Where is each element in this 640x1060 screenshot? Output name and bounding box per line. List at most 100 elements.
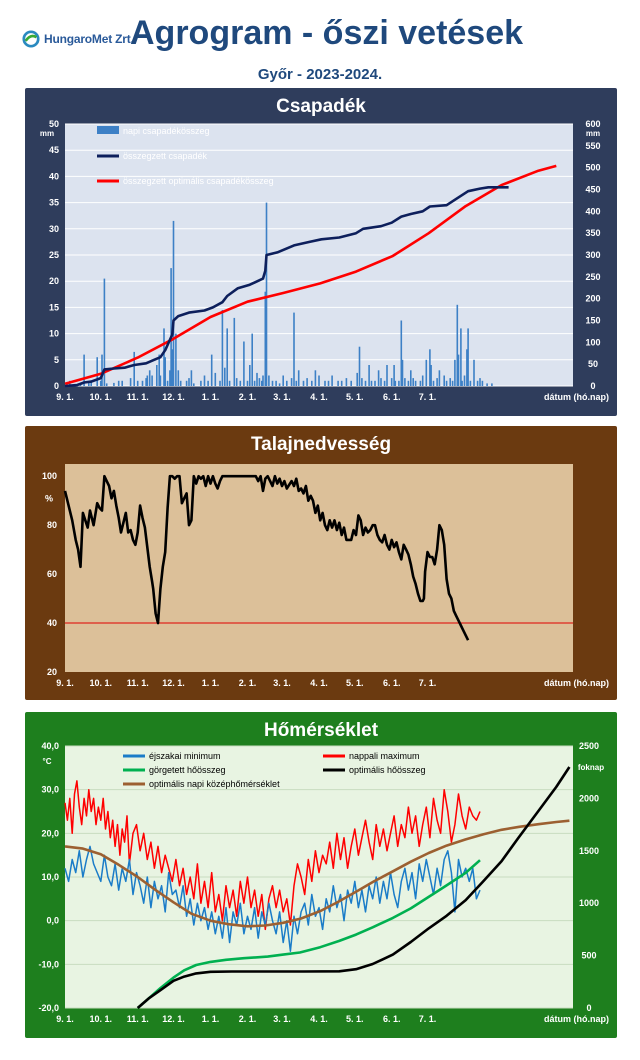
precip-bar xyxy=(457,354,460,386)
precip-bar xyxy=(398,380,400,386)
y-tick-label: 45 xyxy=(49,145,59,155)
x-tick-label: 11. 1. xyxy=(127,1014,149,1024)
precip-bar xyxy=(311,380,313,386)
precip-bar xyxy=(224,367,226,386)
y2-tick-label: 500 xyxy=(585,163,600,173)
y-tick-label: 0,0 xyxy=(46,916,59,926)
precip-bar xyxy=(404,378,406,386)
precip-bar xyxy=(410,370,412,386)
precip-bar xyxy=(445,380,448,386)
precip-bar xyxy=(436,378,438,386)
precip-bar xyxy=(148,370,151,386)
x-tick-label: 11. 1. xyxy=(127,678,149,688)
precip-bar xyxy=(164,357,166,386)
precip-bar xyxy=(121,380,123,386)
x-tick-label: 3. 1. xyxy=(273,1014,291,1024)
precip-bar xyxy=(193,383,195,386)
precip-bar xyxy=(156,365,158,386)
precip-bar xyxy=(228,380,231,386)
x-axis-label: dátum (hó.nap) xyxy=(544,678,609,688)
precip-bar xyxy=(145,378,147,386)
precip-bar xyxy=(203,375,206,386)
y-tick-label: 40 xyxy=(47,618,57,628)
cumulative-precip-line xyxy=(64,186,509,388)
x-tick-label: 5. 1. xyxy=(346,392,364,402)
precip-bar xyxy=(374,380,376,386)
page-subtitle: Győr - 2023-2024. xyxy=(257,66,383,83)
hungaromet-logo: HungaroMet Zrt. xyxy=(22,30,134,48)
precip-bar xyxy=(345,378,348,386)
y2-tick-label: 300 xyxy=(585,250,600,260)
x-tick-label: 11. 1. xyxy=(127,392,149,402)
soil-moisture-line xyxy=(63,474,470,641)
precip-bar xyxy=(200,380,202,386)
y2-tick-label: 250 xyxy=(585,272,600,282)
precip-bar xyxy=(331,375,333,386)
y2-tick-label: 500 xyxy=(581,951,596,961)
y-tick-label: 25 xyxy=(49,250,59,260)
precip-bar xyxy=(158,354,160,386)
precip-bar xyxy=(175,333,177,386)
y-tick-label: 60 xyxy=(47,569,57,579)
y-tick-label: 20 xyxy=(47,667,57,677)
precip-bar xyxy=(306,378,308,386)
precip-bar xyxy=(425,359,428,386)
precip-bar xyxy=(380,378,382,386)
precip-bar xyxy=(419,380,422,386)
precip-bar xyxy=(466,349,468,386)
precip-bar xyxy=(368,365,370,386)
precip-bar xyxy=(278,383,281,386)
precip-bar xyxy=(83,354,85,386)
x-tick-label: 6. 1. xyxy=(383,678,401,688)
legend-label-bars: napi csapadékösszeg xyxy=(123,126,210,136)
y-axis-unit: % xyxy=(45,493,53,503)
precip-bar xyxy=(246,380,249,386)
precipitation-chart: 0510152025303540455005010015020025030035… xyxy=(40,119,609,402)
y-tick-label: 30,0 xyxy=(41,785,59,795)
logo-text: HungaroMet Zrt. xyxy=(44,32,134,46)
precip-bar xyxy=(473,359,475,386)
y-tick-label: -10,0 xyxy=(38,959,59,969)
x-tick-label: 12. 1. xyxy=(162,1014,185,1024)
precip-bar xyxy=(449,378,451,386)
precip-bar xyxy=(297,370,300,386)
precip-bar xyxy=(163,328,165,386)
precip-bar xyxy=(370,380,373,386)
temperature-chart: -20,0 -10,0 0,0 10,0 20,0 30,0 40,0 0 500 1000 150… xyxy=(38,741,609,1024)
precip-bar xyxy=(337,380,339,386)
precip-bar xyxy=(443,375,445,386)
x-tick-label: 3. 1. xyxy=(273,392,291,402)
x-tick-label: 2. 1. xyxy=(239,678,257,688)
x-axis-label: dátum (hó.nap) xyxy=(544,1014,609,1024)
y2-tick-label: 150 xyxy=(585,316,600,326)
precip-bar xyxy=(340,380,343,386)
precip-bar xyxy=(146,375,149,386)
precip-bar xyxy=(430,365,432,386)
precip-bar xyxy=(350,380,352,386)
precip-bar xyxy=(467,328,469,386)
precip-bar xyxy=(290,378,293,386)
soil-moisture-chart: 20 40 60 80 100% 9. 1. 10. 1. 11. 1. 12. 1. 1. 1.… xyxy=(42,464,609,688)
precip-bar xyxy=(100,380,102,386)
x-tick-label: 5. 1. xyxy=(346,1014,364,1024)
precip-bar xyxy=(185,380,188,386)
optimal-gdd-line xyxy=(136,766,571,1009)
precip-bar xyxy=(264,291,267,386)
precip-bar xyxy=(151,375,153,386)
precip-bar xyxy=(463,375,466,386)
precip-bar xyxy=(486,383,488,386)
precip-bar xyxy=(243,341,245,386)
precip-bar xyxy=(113,382,115,386)
precip-bar xyxy=(491,383,493,386)
precip-bar xyxy=(407,380,410,386)
precip-bar xyxy=(219,380,221,386)
y-tick-label: 40,0 xyxy=(41,741,59,751)
y2-tick-label: 600 xyxy=(585,119,600,129)
x-tick-label: 4. 1. xyxy=(310,1014,328,1024)
x-axis-label: dátum (hó.nap) xyxy=(544,392,609,402)
precip-bar xyxy=(239,380,242,386)
y-axis-unit: °C xyxy=(43,757,52,766)
precip-bar xyxy=(400,320,403,386)
y-axis-unit: mm xyxy=(40,129,54,138)
x-tick-label: 12. 1. xyxy=(162,678,185,688)
